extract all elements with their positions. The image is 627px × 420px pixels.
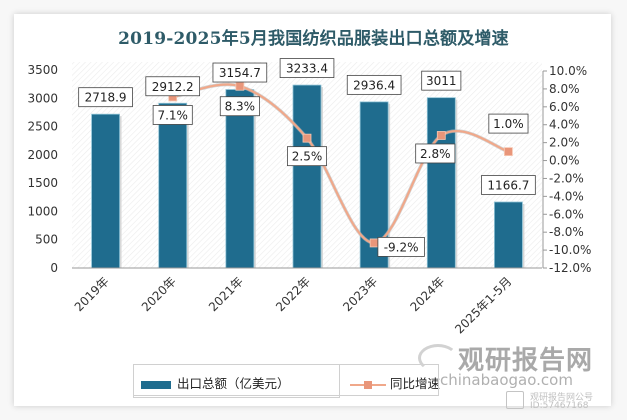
left-tick-label: 1500 <box>27 176 58 190</box>
right-tick-label: -8.0% <box>549 225 584 239</box>
bar-value-label-box <box>481 175 536 195</box>
bar-value-label: 2936.4 <box>353 78 395 92</box>
legend-line-marker-icon <box>350 380 386 389</box>
growth-value-label: 2.5% <box>292 150 323 164</box>
watermark-domain: chinabaogao.com <box>440 371 573 389</box>
left-tick-label: 2000 <box>27 148 58 162</box>
bar-value-label-box <box>421 70 462 91</box>
right-tick-label: 4.0% <box>549 118 580 132</box>
right-tick-label: 10.0% <box>549 64 587 78</box>
growth-value-label: 7.1% <box>157 108 188 122</box>
x-tick-label: 2022年 <box>273 274 313 314</box>
growth-marker <box>302 133 312 143</box>
right-tick-label: 0.0% <box>549 154 580 168</box>
bar-value-label: 1166.7 <box>487 178 529 192</box>
growth-value-label-box <box>286 146 327 167</box>
bar-value-label: 3233.4 <box>286 62 328 76</box>
left-tick-label: 0 <box>50 261 58 275</box>
right-tick-label: 8.0% <box>549 82 580 96</box>
left-tick-label: 1000 <box>27 204 58 218</box>
bar-value-label-box <box>78 87 133 108</box>
watermark-logo-icon <box>506 391 524 409</box>
legend-item-yoy-growth: 同比增速 <box>350 373 440 392</box>
growth-value-label-box <box>219 96 260 117</box>
bar <box>494 201 523 269</box>
growth-value-label: -9.2% <box>384 240 419 254</box>
x-tick-label: 2020年 <box>139 274 179 314</box>
watermark-id: ID:57467168 <box>530 401 589 411</box>
watermark-sub: 观研报告网公号 <box>530 393 594 403</box>
growth-marker <box>436 131 446 140</box>
x-tick-label: 2024年 <box>407 274 447 314</box>
left-tick-label: 3000 <box>27 91 58 105</box>
legend-spacer <box>338 364 340 396</box>
bar-value-label-box <box>145 76 201 97</box>
right-tick-label: 2.0% <box>549 136 580 150</box>
x-tick-label: 2025年1-5月 <box>452 274 514 336</box>
x-tick-label: 2021年 <box>206 274 246 314</box>
chart-title: 2019-2025年5月我国纺织品服装出口总额及增速 <box>118 29 509 49</box>
right-tick-label: -10.0% <box>549 243 591 257</box>
legend-label-export-total: 出口总额（亿美元） <box>177 376 290 391</box>
legend-label-yoy-growth: 同比增速 <box>390 376 441 391</box>
left-tick-label: 500 <box>35 233 58 247</box>
legend-item-export-total: 出口总额（亿美元） <box>141 373 290 392</box>
right-tick-label: -12.0% <box>549 261 591 275</box>
x-tick-label: 2023年 <box>340 274 380 314</box>
bar <box>158 102 188 269</box>
growth-value-label-box <box>152 105 193 125</box>
watermark-swirl-icon <box>418 344 458 372</box>
bar-value-label-box <box>212 62 268 83</box>
growth-marker <box>235 81 245 91</box>
growth-value-label: 1.0% <box>493 117 524 131</box>
bar <box>426 97 456 269</box>
bar-value-label-box <box>279 58 335 78</box>
bar <box>91 113 120 269</box>
bar-value-label: 3154.7 <box>219 66 261 80</box>
growth-value-label: 8.3% <box>225 100 256 114</box>
bar-value-label-box <box>346 74 402 95</box>
bar-value-label: 3011 <box>426 74 457 88</box>
growth-value-label: 2.8% <box>420 147 451 161</box>
bar-value-label: 2912.2 <box>152 80 194 94</box>
bar <box>292 84 322 269</box>
x-tick-label: 2019年 <box>72 274 112 314</box>
bar-value-label: 2718.9 <box>85 91 127 105</box>
right-tick-label: -6.0% <box>549 207 584 221</box>
growth-marker <box>369 238 379 248</box>
right-tick-label: -4.0% <box>549 189 584 203</box>
growth-value-label-box <box>488 113 529 134</box>
bar <box>225 89 255 269</box>
watermark-brand: 观研报告网 <box>458 346 594 376</box>
growth-value-label-box <box>377 237 425 257</box>
legend-bar-swatch-icon <box>141 380 171 389</box>
growth-marker <box>504 147 513 156</box>
growth-value-label-box <box>415 143 456 164</box>
left-tick-label: 3500 <box>27 63 58 77</box>
right-tick-label: 6.0% <box>549 100 580 114</box>
right-tick-label: -2.0% <box>549 171 584 185</box>
left-tick-label: 2500 <box>27 120 58 134</box>
